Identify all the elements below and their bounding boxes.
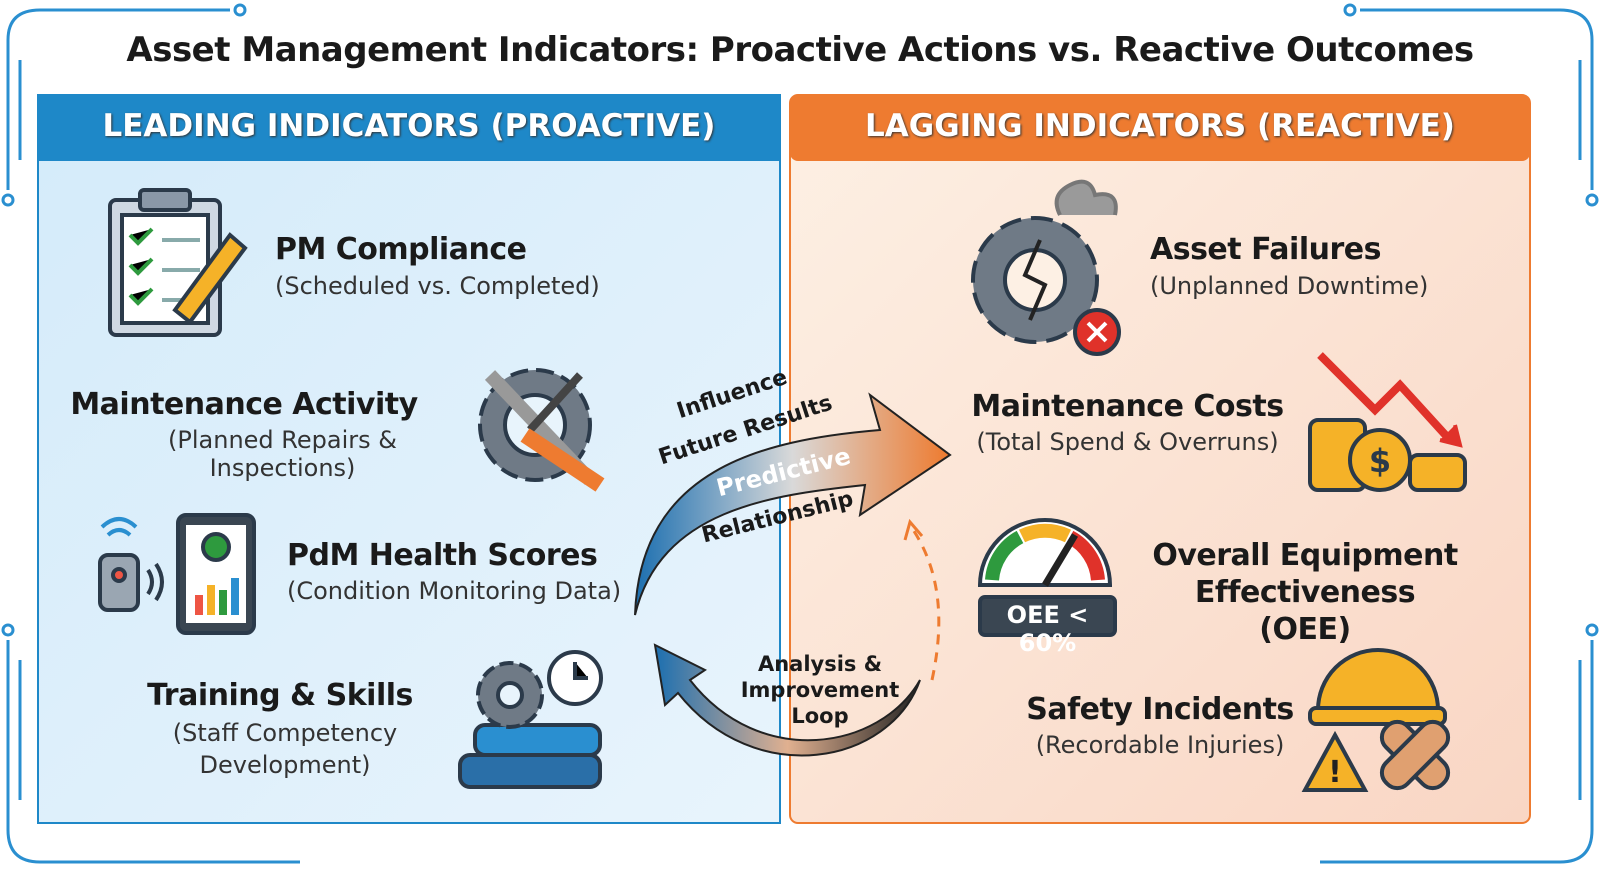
lagging-header: LAGGING INDICATORS (REACTIVE): [865, 108, 1455, 144]
forward-arrow: [634, 392, 952, 616]
tools-icon: [478, 368, 605, 492]
item-subtitle: (Staff Competency Development): [172, 719, 398, 779]
item-title: Safety Incidents: [1026, 692, 1294, 727]
gauge-icon: [977, 518, 1117, 637]
loop-text: Improvement: [740, 678, 900, 702]
item-subtitle: (Recordable Injuries): [1035, 731, 1285, 759]
item-subtitle: (Planned Repairs & Inspections): [168, 426, 397, 482]
loop-text: Analysis &: [757, 652, 883, 676]
title: Asset Management Indicators: Proactive A…: [126, 30, 1474, 70]
item-title: PdM Health Scores: [287, 538, 598, 573]
gauge-label: OEE < 60%: [1006, 601, 1089, 657]
clipboard-icon: [108, 188, 248, 337]
item-subtitle: (Total Spend & Overruns): [976, 428, 1279, 456]
leading-header-bar: [38, 95, 780, 161]
item-title: Maintenance Costs: [971, 389, 1284, 424]
item-subtitle: (Condition Monitoring Data): [287, 577, 622, 605]
broken-gear-icon: [971, 179, 1121, 356]
item-title: Overall Equipment Effectiveness (OEE): [1152, 538, 1458, 647]
coins-icon: $: [1308, 352, 1467, 492]
safety-icon: !: [1301, 648, 1451, 792]
feedback-arrow: [653, 518, 941, 757]
warning-symbol: !: [1328, 755, 1342, 790]
item-title: PM Compliance: [275, 232, 527, 267]
loop-text: Loop: [791, 704, 849, 728]
lagging-header-bar: [790, 95, 1530, 161]
circuit-decoration: [1, 3, 1599, 864]
item-subtitle: (Unplanned Downtime): [1150, 272, 1429, 300]
leading-header: LEADING INDICATORS (PROACTIVE): [102, 108, 716, 144]
sensor-tablet-icon: [98, 513, 256, 635]
item-title: Asset Failures: [1150, 232, 1381, 267]
item-title: Training & Skills: [147, 678, 413, 713]
training-icon: [458, 650, 603, 789]
item-title: Maintenance Activity: [70, 387, 418, 422]
dollar-symbol: $: [1369, 442, 1391, 480]
item-subtitle: (Scheduled vs. Completed): [275, 272, 600, 300]
